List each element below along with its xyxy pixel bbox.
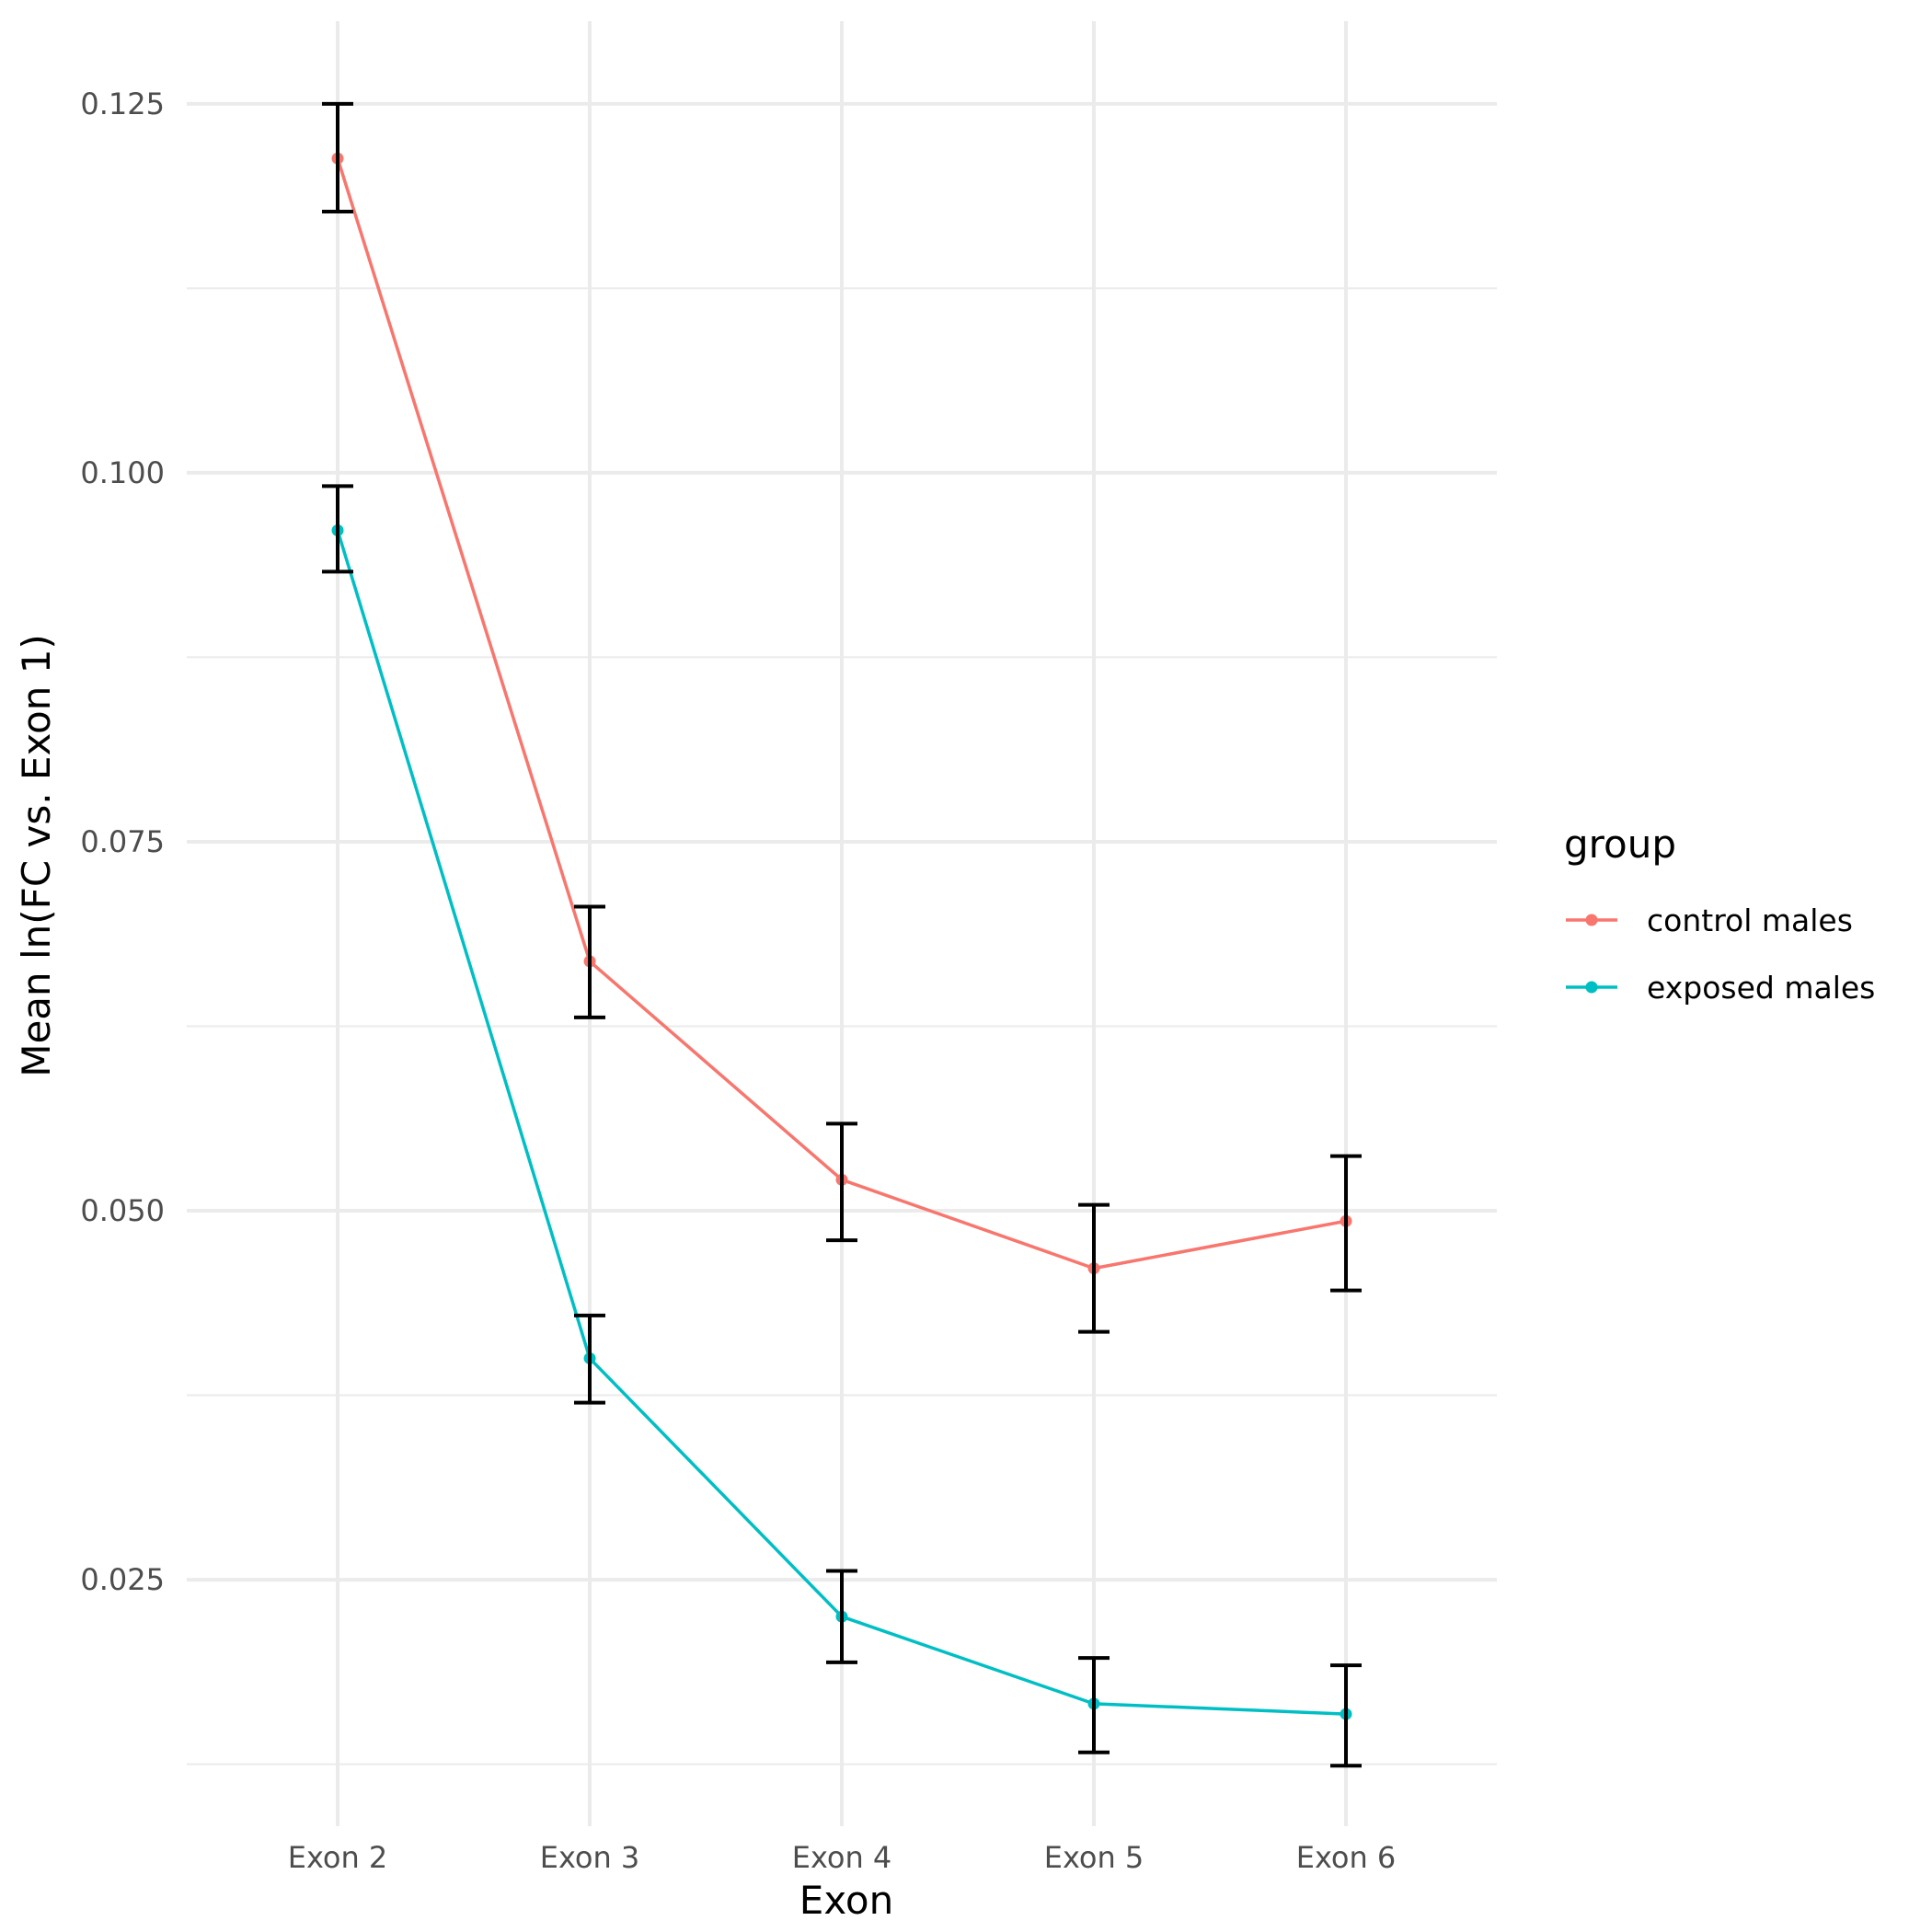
error-bar bbox=[1078, 1656, 1110, 1754]
x-tick-label: Exon 2 bbox=[288, 1840, 388, 1875]
error-bar bbox=[574, 1313, 605, 1405]
y-tick-label: 0.050 bbox=[80, 1193, 165, 1228]
y-axis-tick-labels: 0.025 0.050 0.075 0.100 0.125 bbox=[80, 86, 165, 1597]
error-bar bbox=[1078, 1202, 1110, 1334]
x-tick-label: Exon 4 bbox=[792, 1840, 892, 1875]
legend: group control males exposed males bbox=[1564, 822, 1875, 1006]
error-bar bbox=[322, 101, 353, 213]
legend-item: exposed males bbox=[1566, 970, 1875, 1006]
error-bar bbox=[322, 484, 353, 574]
y-tick-label: 0.075 bbox=[80, 824, 165, 859]
error-bar bbox=[574, 904, 605, 1019]
x-tick-label: Exon 6 bbox=[1296, 1840, 1397, 1875]
legend-label: control males bbox=[1647, 903, 1853, 938]
error-bar bbox=[1330, 1663, 1362, 1768]
legend-title: group bbox=[1564, 822, 1676, 867]
error-bar bbox=[826, 1121, 857, 1243]
error-bar bbox=[826, 1569, 857, 1664]
legend-items: control males exposed males bbox=[1566, 903, 1875, 1006]
legend-key-point bbox=[1585, 981, 1598, 994]
y-tick-label: 0.125 bbox=[80, 86, 165, 121]
x-tick-label: Exon 3 bbox=[540, 1840, 640, 1875]
y-axis-title: Mean ln(FC vs. Exon 1) bbox=[14, 634, 59, 1077]
x-tick-label: Exon 5 bbox=[1044, 1840, 1144, 1875]
legend-label: exposed males bbox=[1647, 970, 1875, 1006]
x-axis-title: Exon bbox=[799, 1878, 893, 1923]
y-tick-label: 0.025 bbox=[80, 1562, 165, 1597]
error-bar bbox=[1330, 1154, 1362, 1293]
x-axis-tick-labels: Exon 2 Exon 3 Exon 4 Exon 5 Exon 6 bbox=[288, 1840, 1397, 1875]
error-bars bbox=[322, 101, 1362, 1768]
legend-key-point bbox=[1585, 914, 1598, 926]
y-tick-label: 0.100 bbox=[80, 455, 165, 490]
legend-item: control males bbox=[1566, 903, 1853, 938]
